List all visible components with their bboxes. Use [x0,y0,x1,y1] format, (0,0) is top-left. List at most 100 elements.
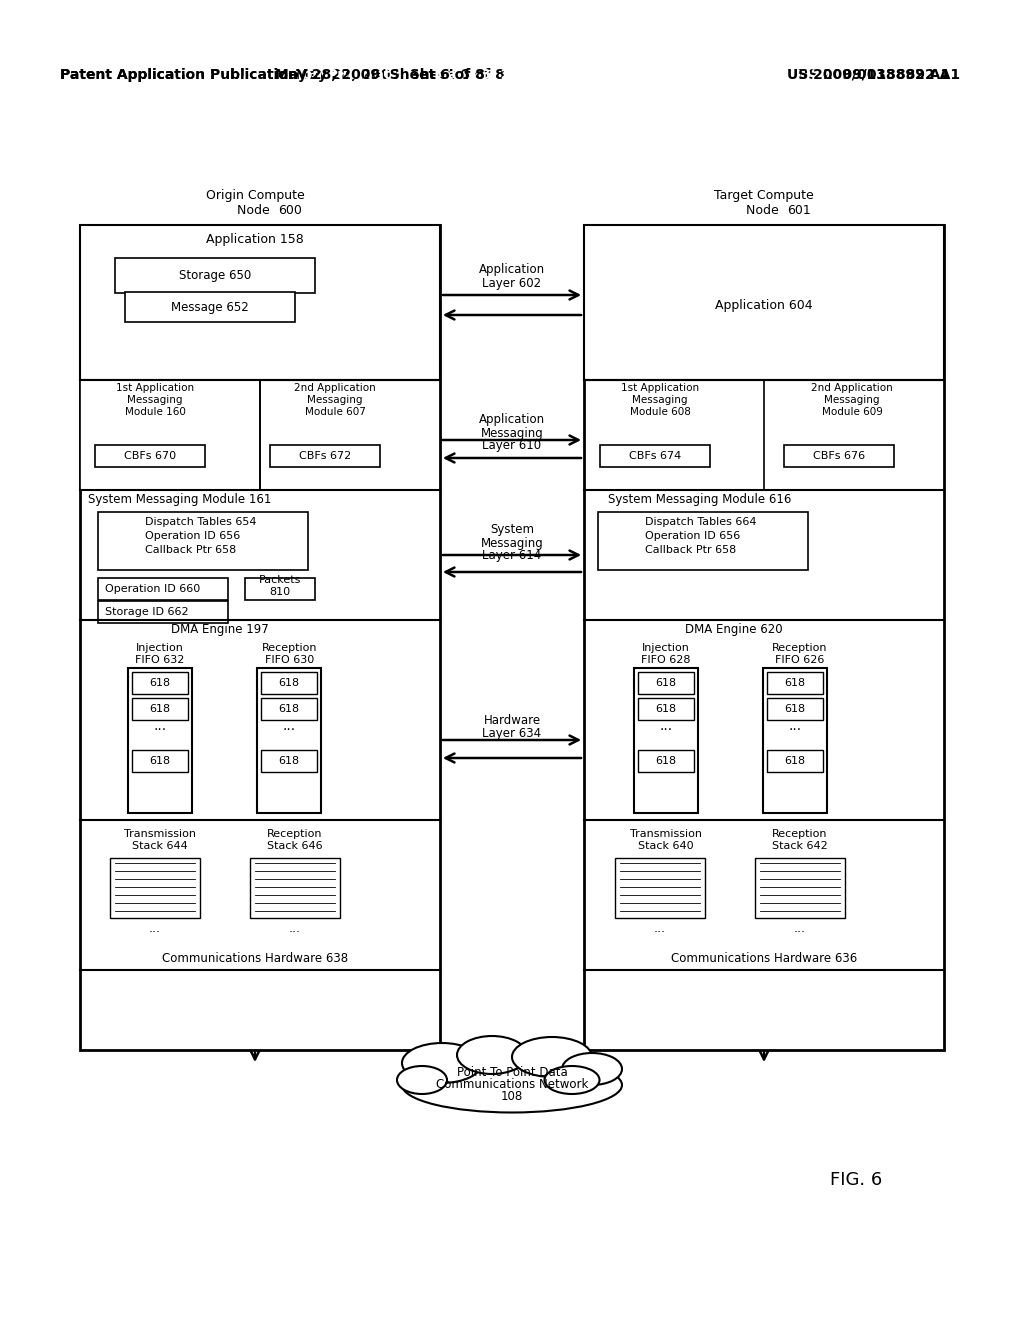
Text: 618: 618 [279,704,300,714]
Bar [763,668,827,813]
Text: FIFO 626: FIFO 626 [775,655,824,665]
Text: Transmission: Transmission [124,829,196,840]
Bar [128,668,193,813]
Text: 600: 600 [278,203,302,216]
Bar [767,698,823,719]
Text: Callback Ptr 658: Callback Ptr 658 [645,545,736,554]
Text: May 28, 2009  Sheet 6 of 8: May 28, 2009 Sheet 6 of 8 [275,69,485,82]
Text: Stack 640: Stack 640 [638,841,694,851]
Text: ...: ... [659,719,673,733]
Text: System Messaging Module 616: System Messaging Module 616 [608,494,792,507]
Text: Communications Network: Communications Network [436,1078,588,1092]
Text: 810: 810 [269,587,291,597]
Bar [245,578,315,601]
Text: 618: 618 [784,756,806,766]
Text: 601: 601 [787,203,811,216]
Text: Messaging: Messaging [480,536,544,549]
Text: 618: 618 [150,704,171,714]
Text: Application: Application [479,413,545,426]
Ellipse shape [402,1043,482,1082]
Bar [787,447,897,470]
Bar [601,515,811,573]
Text: Packets: Packets [259,576,301,585]
Bar [273,447,383,470]
Text: 618: 618 [655,678,677,688]
Bar [98,512,308,570]
Text: Stack 644: Stack 644 [132,841,187,851]
Bar [759,862,849,921]
Text: ...: ... [654,921,666,935]
Bar [101,515,311,573]
Text: 618: 618 [150,678,171,688]
Bar [767,672,823,694]
Text: Messaging: Messaging [480,426,544,440]
Text: Operation ID 656: Operation ID 656 [645,531,740,541]
Bar [121,264,321,300]
Bar [623,866,713,927]
Text: Application 604: Application 604 [715,298,813,312]
Text: Communications Hardware 638: Communications Hardware 638 [162,952,348,965]
Text: 1st Application
Messaging
Module 160: 1st Application Messaging Module 160 [116,383,195,417]
Text: 618: 618 [279,756,300,766]
Bar [110,858,200,917]
Text: Target Compute: Target Compute [714,189,814,202]
Bar [80,224,440,1049]
Text: Layer 602: Layer 602 [482,276,542,289]
Text: ...: ... [289,921,301,935]
Text: System Messaging Module 161: System Messaging Module 161 [88,494,271,507]
Text: Node: Node [745,203,782,216]
Text: Patent Application Publication: Patent Application Publication [60,69,298,82]
Bar [638,750,694,772]
Bar [606,451,716,473]
Bar [248,581,318,603]
Bar [258,866,348,927]
Bar [250,858,340,917]
Text: FIFO 632: FIFO 632 [135,655,184,665]
Bar [118,261,318,296]
Bar [276,451,386,473]
Text: FIG. 6: FIG. 6 [830,1171,883,1189]
Text: Reception: Reception [267,829,323,840]
Ellipse shape [512,1038,592,1077]
Text: 2nd Application
Messaging
Module 607: 2nd Application Messaging Module 607 [294,383,376,417]
Text: Operation ID 656: Operation ID 656 [145,531,241,541]
Bar [634,668,698,813]
Ellipse shape [562,1053,622,1085]
Text: Dispatch Tables 654: Dispatch Tables 654 [145,517,256,527]
Text: Storage 650: Storage 650 [179,268,251,281]
Bar [257,668,321,813]
Text: US 2009/0138892 A1: US 2009/0138892 A1 [797,69,961,82]
Bar [98,447,208,470]
Bar [600,445,710,467]
Text: Message 652: Message 652 [171,301,249,314]
Text: Dispatch Tables 664: Dispatch Tables 664 [645,517,757,527]
Text: Application 158: Application 158 [206,234,304,247]
Bar [118,866,208,927]
Text: 618: 618 [279,678,300,688]
Ellipse shape [402,1057,622,1113]
Bar [98,601,228,623]
Text: Reception: Reception [772,829,827,840]
Text: 2nd Application
Messaging
Module 609: 2nd Application Messaging Module 609 [811,383,893,417]
Bar [261,672,317,694]
Text: 1st Application
Messaging
Module 608: 1st Application Messaging Module 608 [621,383,699,417]
Text: Layer 610: Layer 610 [482,440,542,453]
Bar [132,672,188,694]
Text: Node: Node [237,203,273,216]
Text: 618: 618 [784,678,806,688]
Text: DMA Engine 197: DMA Engine 197 [171,623,269,636]
Bar [254,587,324,609]
Text: 108: 108 [501,1090,523,1104]
Bar [251,583,321,606]
Bar [114,862,204,921]
Text: Layer 634: Layer 634 [482,726,542,739]
Text: CBFs 674: CBFs 674 [629,451,681,461]
Text: FIFO 628: FIFO 628 [641,655,691,665]
Ellipse shape [545,1067,599,1094]
Bar [95,445,205,467]
Bar [98,578,228,601]
Text: Callback Ptr 658: Callback Ptr 658 [145,545,237,554]
Text: 618: 618 [655,756,677,766]
Bar [767,750,823,772]
Text: CBFs 672: CBFs 672 [299,451,351,461]
